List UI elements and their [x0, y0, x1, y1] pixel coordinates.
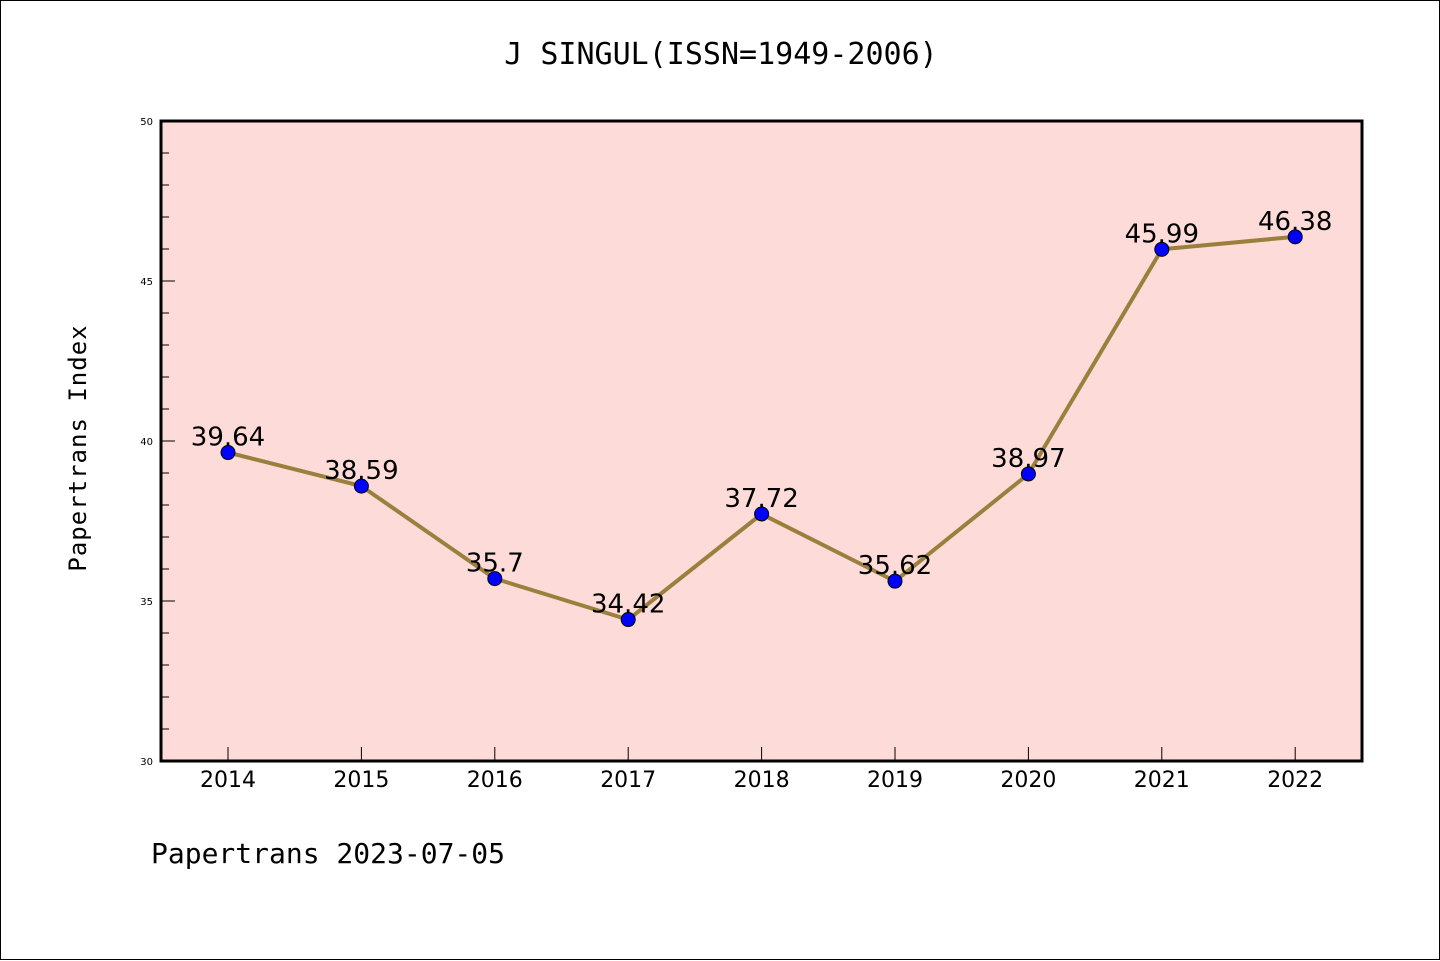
x-tick-label: 2020	[1000, 768, 1056, 793]
footer-note: Papertrans 2023-07-05	[151, 837, 506, 870]
data-point	[620, 612, 636, 628]
data-label: 46.38	[1258, 207, 1332, 237]
x-tick-label: 2022	[1267, 768, 1323, 793]
data-label: 45.99	[1125, 219, 1199, 249]
data-label: 38.97	[991, 444, 1065, 474]
y-tick-label: 35	[140, 597, 153, 608]
data-label: 35.62	[858, 551, 932, 581]
data-label: 37.72	[724, 484, 798, 514]
x-axis-ticks: 2014 2015 2016 2017 2018 2019 2020 2021 2022	[200, 747, 1323, 793]
data-label: 34.42	[591, 590, 665, 620]
y-tick-label: 50	[140, 117, 153, 128]
x-tick-label: 2018	[734, 768, 790, 793]
data-point	[1287, 229, 1303, 245]
data-point	[220, 445, 236, 461]
data-label: 35.7	[466, 549, 524, 579]
x-tick-label: 2015	[333, 768, 389, 793]
x-tick-label: 2014	[200, 768, 256, 793]
y-tick-label: 30	[140, 757, 153, 768]
plot-border	[159, 119, 1364, 763]
series-markers	[220, 229, 1303, 628]
data-label: 39.64	[191, 423, 265, 453]
x-tick-label: 2016	[467, 768, 523, 793]
data-point	[487, 571, 503, 587]
y-tick-label: 40	[140, 437, 153, 448]
chart-title: J SINGUL(ISSN=1949-2006)	[504, 37, 938, 72]
y-tick-label: 45	[140, 277, 153, 288]
x-tick-label: 2019	[867, 768, 923, 793]
x-tick-label: 2021	[1134, 768, 1190, 793]
plot-area	[161, 121, 1362, 761]
data-point	[1154, 241, 1170, 257]
data-point	[754, 506, 770, 522]
x-tick-label: 2017	[600, 768, 656, 793]
data-point	[353, 478, 369, 494]
data-label: 38.59	[324, 456, 398, 486]
data-point	[887, 573, 903, 589]
data-point	[1020, 466, 1036, 482]
data-labels: 39.64 38.59 35.7 34.42 37.72 35.62 38.97 45.99 4…	[191, 207, 1333, 620]
